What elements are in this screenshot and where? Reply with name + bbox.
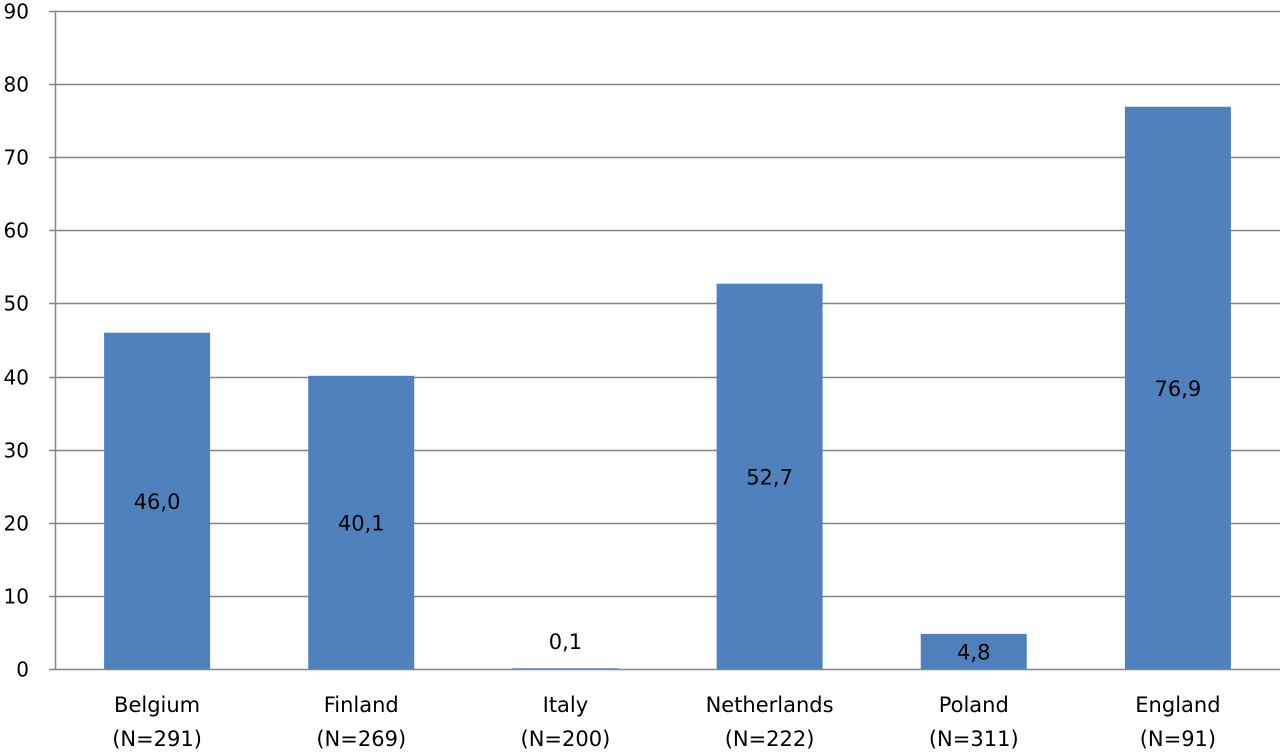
x-category-label: Italy (543, 693, 589, 717)
x-category-label: Finland (324, 693, 399, 717)
x-category-label: Belgium (114, 693, 200, 717)
data-label: 40,1 (338, 511, 385, 535)
bar-finland (308, 375, 415, 669)
bar-belgium (104, 332, 211, 669)
y-tick-label: 20 (4, 512, 29, 536)
bars (104, 106, 1231, 669)
x-category-label: Netherlands (706, 693, 834, 717)
data-label: 4,8 (957, 640, 990, 664)
bar-poland (920, 633, 1027, 669)
data-label: 76,9 (1155, 377, 1202, 401)
data-label: 46,0 (134, 490, 181, 514)
y-tick-label: 70 (4, 146, 29, 170)
data-label: 52,7 (746, 465, 793, 489)
y-tick-label: 80 (4, 73, 29, 97)
x-category-sublabel: (N=291) (112, 727, 202, 751)
x-category-sublabel: (N=222) (725, 727, 815, 751)
y-tick-label: 10 (4, 585, 29, 609)
bar-netherlands (716, 283, 823, 669)
y-tick-label: 60 (4, 219, 29, 243)
x-category-label: Poland (939, 693, 1009, 717)
data-label: 0,1 (549, 630, 582, 654)
y-tick-label: 90 (4, 0, 29, 24)
y-tick-label: 40 (4, 366, 29, 390)
x-category-sublabel: (N=311) (929, 727, 1019, 751)
gridlines (55, 10, 1280, 671)
y-tick-label: 50 (4, 292, 29, 316)
bar-italy (512, 668, 619, 669)
y-tick-label: 0 (16, 658, 29, 682)
axes (49, 10, 57, 671)
labels: 0 10 20 30 40 50 60 70 80 90 46,0 Belgium (N=291) 40,… (4, 0, 1221, 751)
x-category-sublabel: (N=269) (316, 727, 406, 751)
x-category-label: England (1135, 693, 1220, 717)
x-category-sublabel: (N=91) (1140, 727, 1216, 751)
x-category-sublabel: (N=200) (521, 727, 611, 751)
y-tick-label: 30 (4, 439, 29, 463)
bar-england (1124, 106, 1231, 669)
